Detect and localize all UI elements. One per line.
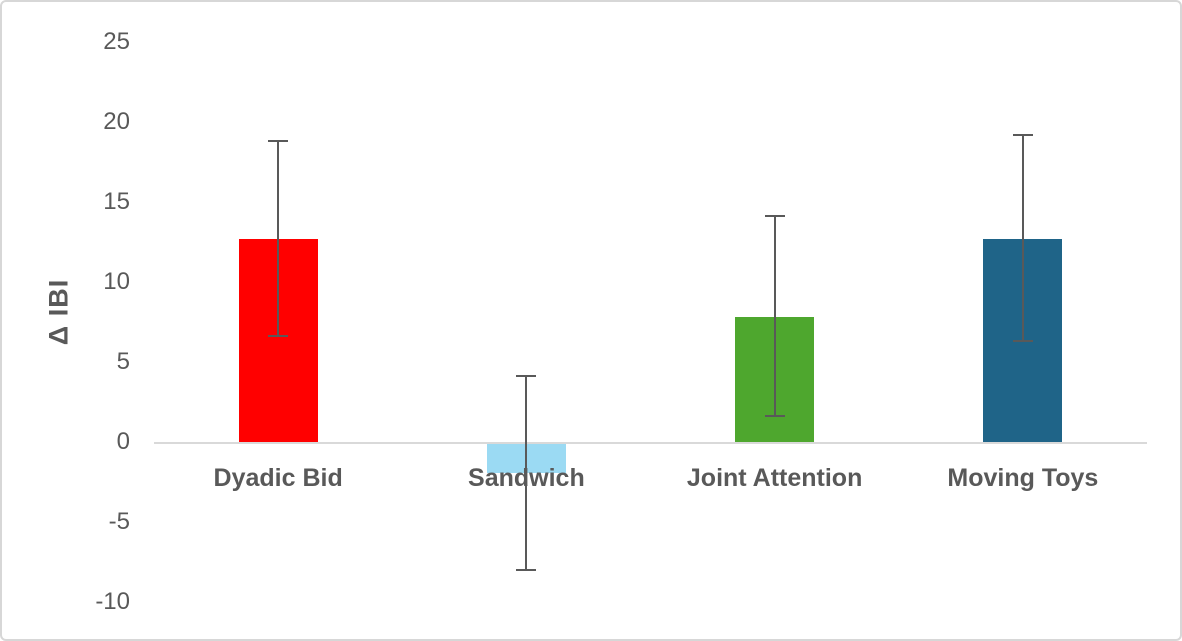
error-bar-moving-toys xyxy=(1012,133,1033,343)
error-bar-cap-top xyxy=(268,140,289,143)
error-bar-cap-bottom xyxy=(1012,340,1033,343)
error-bar-cap-bottom xyxy=(764,415,785,418)
y-tick-label-15: 15 xyxy=(103,188,130,215)
y-tick-label-10: 10 xyxy=(103,268,130,295)
error-bar-joint-attention xyxy=(764,215,785,418)
category-label-moving-toys: Moving Toys xyxy=(947,464,1099,492)
x-axis-line xyxy=(154,442,1147,444)
error-bar-cap-top xyxy=(516,375,537,378)
error-bar-cap-bottom xyxy=(516,568,537,571)
y-tick-label-0: 0 xyxy=(116,428,130,455)
error-bar-sandwich xyxy=(516,375,537,571)
y-tick-label-5: 5 xyxy=(116,348,130,375)
error-bar-cap-top xyxy=(764,215,785,218)
y-tick-label-20: 20 xyxy=(103,108,130,135)
y-tick-label--5: -5 xyxy=(108,508,130,535)
category-label-joint-attention: Joint Attention xyxy=(686,464,863,492)
error-bar-cap-top xyxy=(1012,133,1033,136)
error-bar-dyadic-bid xyxy=(268,140,289,338)
y-tick-label-25: 25 xyxy=(103,28,130,55)
y-tick-label--10: -10 xyxy=(95,588,130,615)
error-bar-cap-bottom xyxy=(268,335,289,338)
category-label-dyadic-bid: Dyadic Bid xyxy=(213,464,343,492)
